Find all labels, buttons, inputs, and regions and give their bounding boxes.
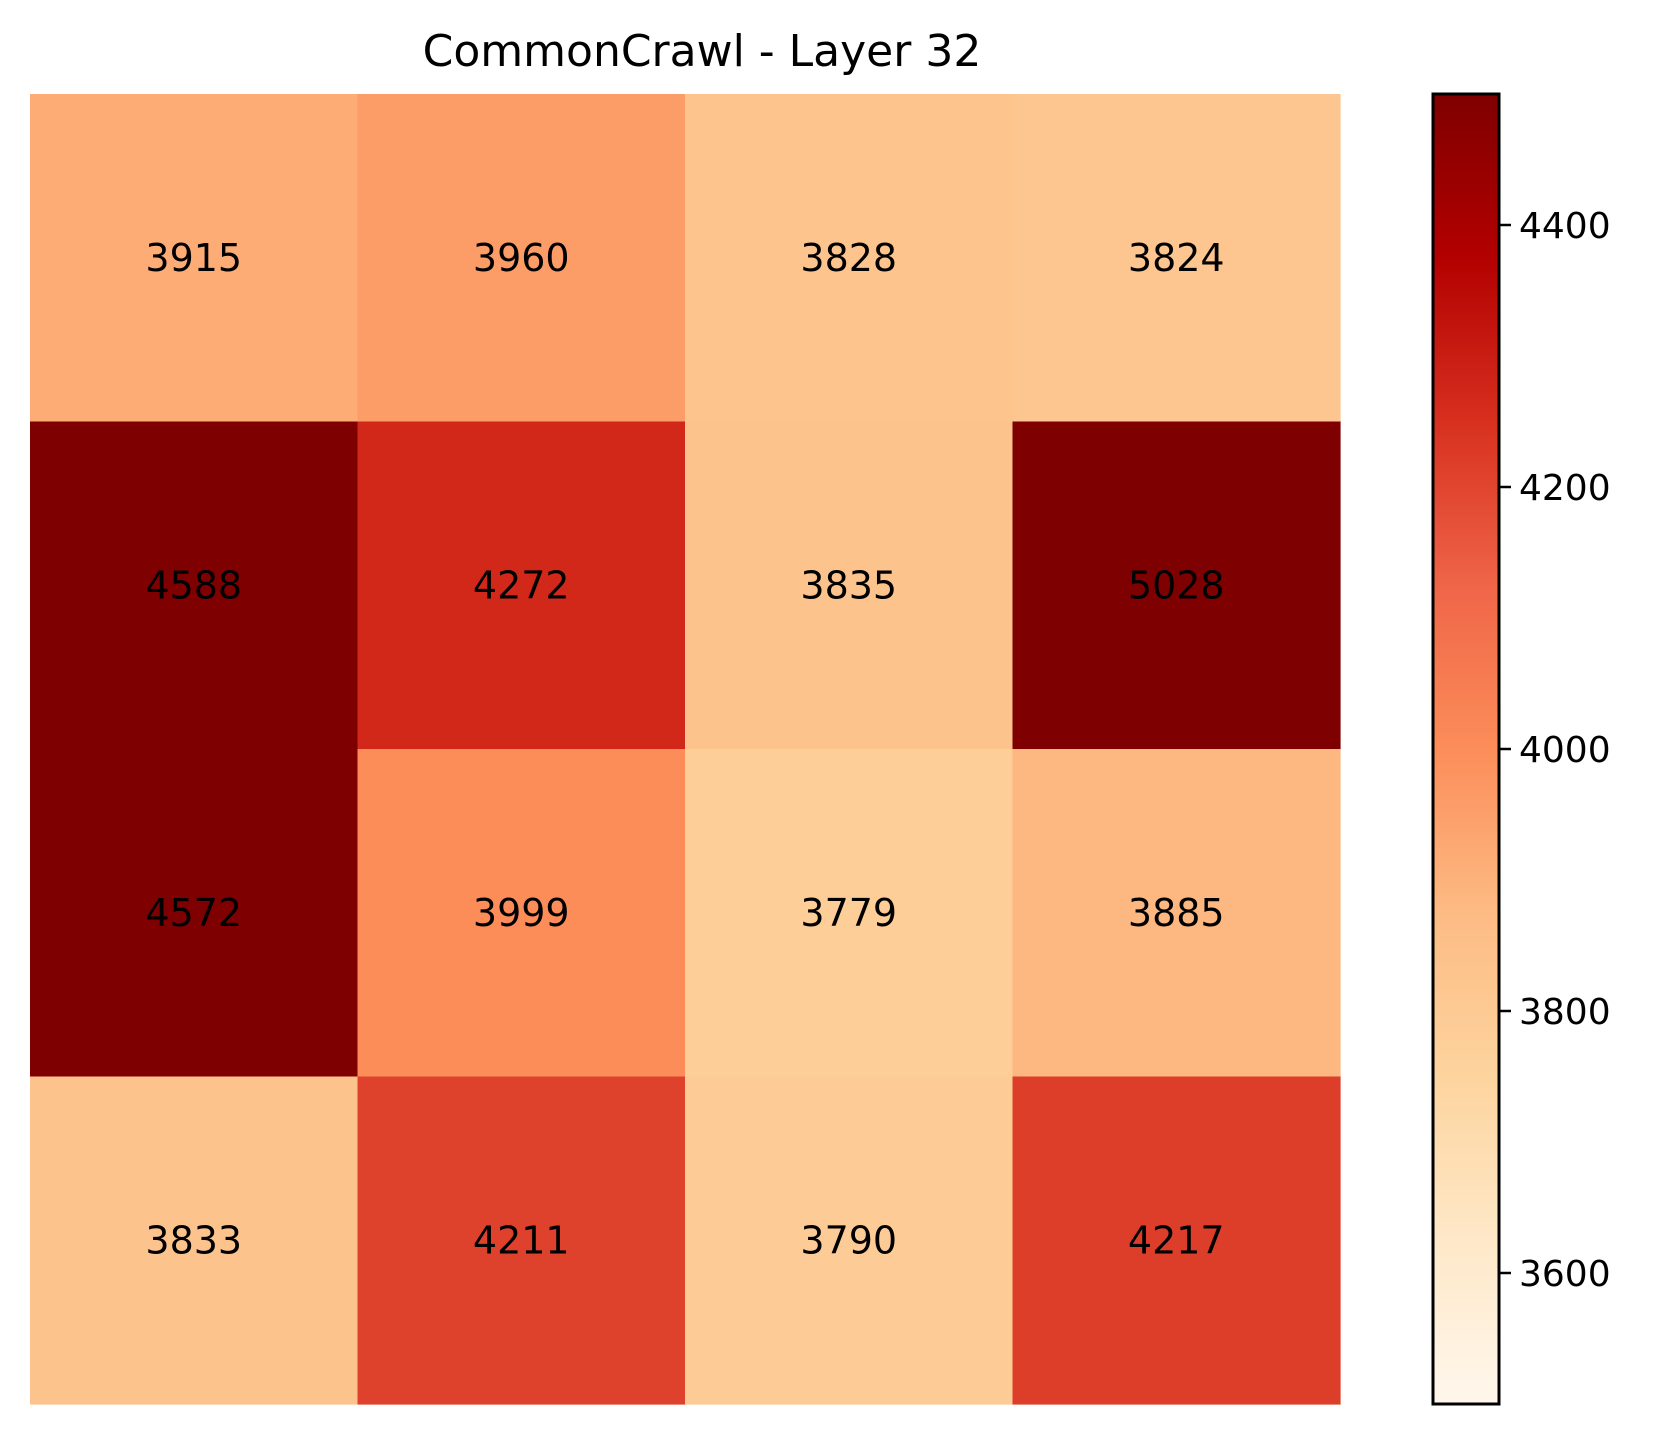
cell-value-label-r0-c0: 3915 (145, 236, 242, 280)
heatmap-cell-r2-c2 (685, 749, 1014, 1078)
cell-value-label-r1-c2: 3835 (800, 563, 897, 607)
heatmap-cell-r3-c2 (685, 1076, 1014, 1405)
colorbar-tick-label-3600: 3600 (1519, 1254, 1611, 1295)
heatmap-cell-r3-c0 (30, 1076, 359, 1405)
cell-value-label-r0-c3: 3824 (1128, 236, 1225, 280)
cell-value-label-r1-c3: 5028 (1128, 563, 1225, 607)
heatmap-cell-r0-c1 (357, 94, 686, 423)
heatmap-cell-r3-c3 (1012, 1076, 1341, 1405)
colorbar-tick-label-3800: 3800 (1519, 992, 1611, 1033)
heatmap-cells: 3915 3960 3828 3824 4588 4272 3835 5028 4572 3999… (30, 94, 1341, 1405)
chart-title: CommonCrawl - Layer 32 (423, 26, 982, 77)
cell-value-label-r3-c3: 4217 (1128, 1218, 1225, 1262)
heatmap-cell-r0-c3 (1012, 94, 1341, 423)
heatmap-cell-r2-c1 (357, 749, 686, 1078)
cell-value-label-r3-c1: 4211 (473, 1218, 570, 1262)
heatmap-cell-r0-c2 (685, 94, 1014, 423)
colorbar: 3600 3800 4000 4200 4400 (1431, 92, 1611, 1406)
colorbar-tick-label-4200: 4200 (1519, 468, 1611, 509)
heatmap-cell-r3-c1 (357, 1076, 686, 1405)
heatmap-cell-r0-c0 (30, 94, 359, 423)
cell-value-label-r0-c2: 3828 (800, 236, 897, 280)
colorbar-tick-label-4000: 4000 (1519, 730, 1611, 771)
heatmap-cell-r1-c1 (357, 421, 686, 750)
cell-value-label-r2-c1: 3999 (473, 891, 570, 935)
heatmap-cell-r2-c0 (30, 749, 359, 1078)
colorbar-tick-label-4400: 4400 (1519, 206, 1611, 247)
heatmap-cell-r1-c3 (1012, 421, 1341, 750)
heatmap-cell-r2-c3 (1012, 749, 1341, 1078)
heatmap-cell-r1-c2 (685, 421, 1014, 750)
cell-value-label-r2-c0: 4572 (145, 891, 242, 935)
colorbar-gradient (1431, 92, 1501, 1406)
heatmap-cell-r1-c0 (30, 421, 359, 750)
cell-value-label-r2-c3: 3885 (1128, 891, 1225, 935)
cell-value-label-r2-c2: 3779 (800, 891, 897, 935)
cell-value-label-r3-c0: 3833 (145, 1218, 242, 1262)
cell-value-label-r1-c0: 4588 (145, 563, 242, 607)
cell-value-label-r3-c2: 3790 (800, 1218, 897, 1262)
cell-value-label-r0-c1: 3960 (473, 236, 570, 280)
cell-value-label-r1-c1: 4272 (473, 563, 570, 607)
